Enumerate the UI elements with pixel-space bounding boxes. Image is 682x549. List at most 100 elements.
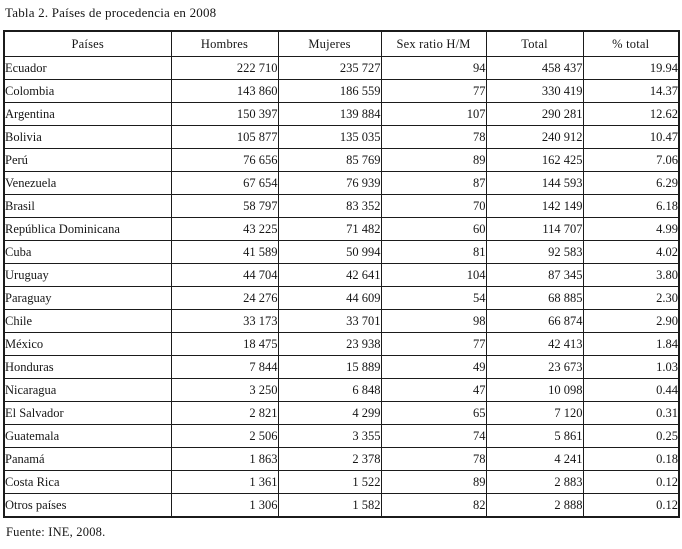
source-note: Fuente: INE, 2008.	[6, 525, 106, 539]
value-cell: 1 361	[170, 470, 279, 494]
value-cell: 43 225	[170, 217, 279, 241]
value-cell: 15 889	[277, 355, 382, 379]
value-cell: 67 654	[170, 171, 279, 195]
table-row: Nicaragua 3 250 6 848 47 10 098 0.44	[3, 378, 680, 402]
value-cell: 81	[380, 240, 487, 264]
country-cell: Cuba	[3, 240, 172, 264]
header-row: Países Hombres Mujeres Sex ratio H/M Total% …	[3, 30, 680, 57]
value-cell: 6 848	[277, 378, 382, 402]
value-cell: 2 888	[485, 493, 584, 518]
table-row: Honduras 7 844 15 889 49 23 673 1.03	[3, 355, 680, 379]
value-cell: 60	[380, 217, 487, 241]
value-cell: 186 559	[277, 79, 382, 103]
value-cell: 6.18	[582, 194, 680, 218]
value-cell: 4.02	[582, 240, 680, 264]
value-cell: 290 281	[485, 102, 584, 126]
country-cell: Argentina	[3, 102, 172, 126]
value-cell: 76 939	[277, 171, 382, 195]
table-row: Colombia 143 860 186 559 77 330 419 14.37	[3, 79, 680, 103]
country-cell: Paraguay	[3, 286, 172, 310]
table-caption: Tabla 2. Países de procedencia en 2008	[5, 5, 217, 20]
value-cell: 42 413	[485, 332, 584, 356]
value-cell: 33 701	[277, 309, 382, 333]
value-cell: 24 276	[170, 286, 279, 310]
value-cell: 2 821	[170, 401, 279, 425]
data-table: Países Hombres Mujeres Sex ratio H/M Total% …	[3, 30, 680, 518]
country-cell: El Salvador	[3, 401, 172, 425]
value-cell: 104	[380, 263, 487, 287]
value-cell: 18 475	[170, 332, 279, 356]
country-cell: Ecuador	[3, 56, 172, 80]
value-cell: 144 593	[485, 171, 584, 195]
value-cell: 44 704	[170, 263, 279, 287]
column-header: % total	[582, 30, 680, 57]
value-cell: 89	[380, 470, 487, 494]
table-row: Cuba 41 589 50 994 81 92 583 4.02	[3, 240, 680, 264]
table-row: Uruguay 44 704 42 641 104 87 345 3.80	[3, 263, 680, 287]
country-cell: Uruguay	[3, 263, 172, 287]
table-row: Costa Rica 1 361 1 522 89 2 883 0.12	[3, 470, 680, 494]
value-cell: 87	[380, 171, 487, 195]
value-cell: 83 352	[277, 194, 382, 218]
table-row: Argentina 150 397 139 884 107 290 281 12.62	[3, 102, 680, 126]
table-row: Panamá 1 863 2 378 78 4 241 0.18	[3, 447, 680, 471]
table-row: República Dominicana 43 225 71 482 60 114 70…	[3, 217, 680, 241]
value-cell: 19.94	[582, 56, 680, 80]
value-cell: 0.12	[582, 470, 680, 494]
value-cell: 89	[380, 148, 487, 172]
value-cell: 4 299	[277, 401, 382, 425]
value-cell: 76 656	[170, 148, 279, 172]
value-cell: 143 860	[170, 79, 279, 103]
value-cell: 1.84	[582, 332, 680, 356]
value-cell: 105 877	[170, 125, 279, 149]
value-cell: 114 707	[485, 217, 584, 241]
country-cell: Otros países	[3, 493, 172, 518]
table-row: Otros países 1 306 1 582 82 2 888 0.12	[3, 493, 680, 518]
value-cell: 87 345	[485, 263, 584, 287]
value-cell: 0.31	[582, 401, 680, 425]
table-row: Brasil 58 797 83 352 70 142 149 6.18	[3, 194, 680, 218]
table-row: Chile 33 173 33 701 98 66 874 2.90	[3, 309, 680, 333]
country-cell: Bolivia	[3, 125, 172, 149]
table-body: Ecuador 222 710 235 727 94 458 437 19.94 Colom…	[3, 56, 680, 518]
value-cell: 98	[380, 309, 487, 333]
value-cell: 150 397	[170, 102, 279, 126]
value-cell: 0.44	[582, 378, 680, 402]
country-cell: Panamá	[3, 447, 172, 471]
value-cell: 70	[380, 194, 487, 218]
value-cell: 0.25	[582, 424, 680, 448]
country-cell: Brasil	[3, 194, 172, 218]
value-cell: 68 885	[485, 286, 584, 310]
value-cell: 142 149	[485, 194, 584, 218]
value-cell: 0.12	[582, 493, 680, 518]
column-header: Total	[485, 30, 584, 57]
value-cell: 94	[380, 56, 487, 80]
value-cell: 162 425	[485, 148, 584, 172]
value-cell: 41 589	[170, 240, 279, 264]
value-cell: 66 874	[485, 309, 584, 333]
value-cell: 12.62	[582, 102, 680, 126]
value-cell: 6.29	[582, 171, 680, 195]
value-cell: 74	[380, 424, 487, 448]
value-cell: 235 727	[277, 56, 382, 80]
value-cell: 3 355	[277, 424, 382, 448]
value-cell: 458 437	[485, 56, 584, 80]
table-row: Ecuador 222 710 235 727 94 458 437 19.94	[3, 56, 680, 80]
value-cell: 135 035	[277, 125, 382, 149]
country-cell: México	[3, 332, 172, 356]
value-cell: 7.06	[582, 148, 680, 172]
value-cell: 10.47	[582, 125, 680, 149]
value-cell: 4 241	[485, 447, 584, 471]
table-row: Bolivia 105 877 135 035 78 240 912 10.47	[3, 125, 680, 149]
value-cell: 3.80	[582, 263, 680, 287]
value-cell: 42 641	[277, 263, 382, 287]
value-cell: 2.30	[582, 286, 680, 310]
value-cell: 77	[380, 79, 487, 103]
table-row: México 18 475 23 938 77 42 413 1.84	[3, 332, 680, 356]
value-cell: 10 098	[485, 378, 584, 402]
value-cell: 71 482	[277, 217, 382, 241]
value-cell: 33 173	[170, 309, 279, 333]
value-cell: 3 250	[170, 378, 279, 402]
value-cell: 330 419	[485, 79, 584, 103]
value-cell: 58 797	[170, 194, 279, 218]
